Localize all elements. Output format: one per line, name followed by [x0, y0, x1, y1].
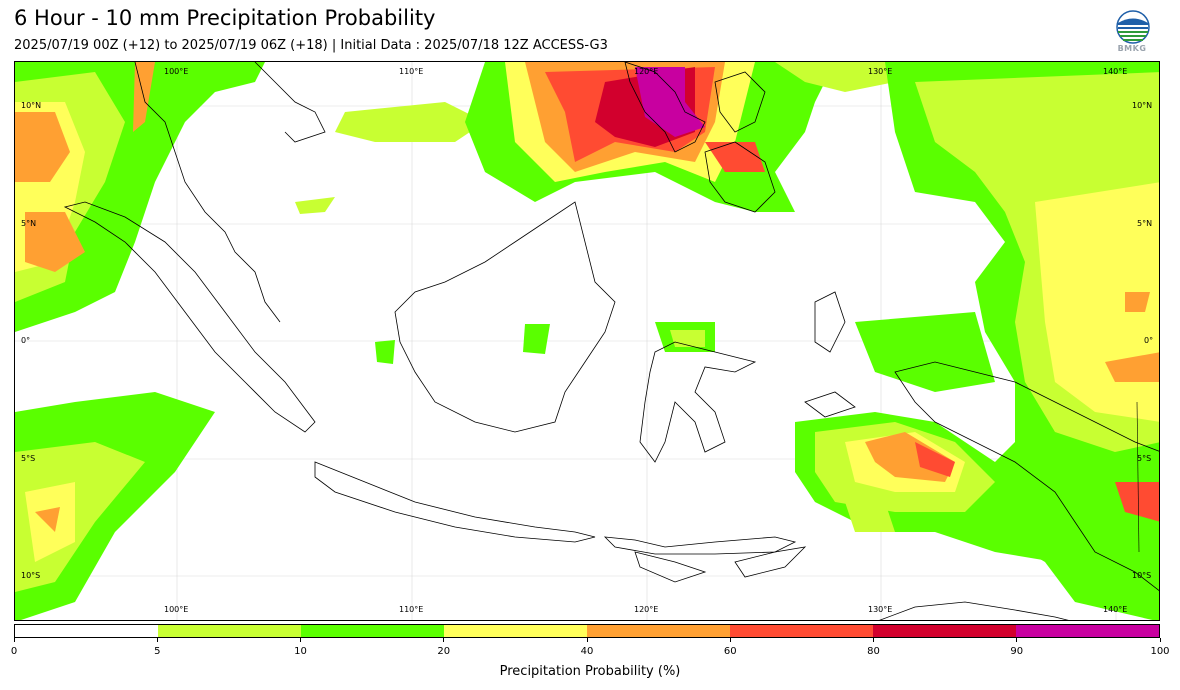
lat-label-left: 10°S: [21, 571, 41, 580]
colorbar-segment: [301, 625, 444, 637]
colorbar-tickmark: [13, 638, 15, 642]
lat-label-right: 5°S: [1137, 454, 1152, 463]
lon-label-bottom: 120°E: [634, 605, 659, 614]
precip-areas: [15, 62, 1159, 620]
lon-label-top: 130°E: [868, 67, 893, 76]
lon-label-top: 140°E: [1103, 67, 1128, 76]
colorbar-tick-label: 5: [154, 646, 161, 657]
map-subtitle: 2025/07/19 00Z (+12) to 2025/07/19 06Z (…: [14, 38, 608, 53]
precip-map: 100°E 110°E 120°E 130°E 140°E 100°E 110°…: [14, 61, 1160, 621]
lon-label-bottom: 140°E: [1103, 605, 1128, 614]
colorbar-tickmark: [1159, 638, 1161, 642]
colorbar-tickmark: [586, 638, 588, 642]
colorbar-tick-label: 40: [580, 646, 594, 657]
lat-label-right: 10°S: [1132, 571, 1152, 580]
colorbar-segment: [1016, 625, 1159, 637]
colorbar-tickmark: [729, 638, 731, 642]
colorbar-tick-label: 20: [437, 646, 451, 657]
map-svg: [15, 62, 1159, 620]
lon-label-top: 100°E: [164, 67, 189, 76]
lat-label-right: 10°N: [1132, 101, 1153, 110]
coastlines: [63, 62, 1159, 620]
colorbar-tick-label: 10: [294, 646, 307, 657]
lon-label-bottom: 130°E: [868, 605, 893, 614]
lat-label-right: 5°N: [1137, 219, 1153, 228]
logo-text: BMKG: [1117, 44, 1147, 53]
colorbar-tickmark: [443, 638, 445, 642]
lon-label-bottom: 100°E: [164, 605, 189, 614]
lat-label-right: 0°: [1144, 336, 1154, 345]
colorbar-segment: [15, 625, 158, 637]
colorbar-segment: [444, 625, 587, 637]
colorbar-tick-label: 0: [10, 646, 18, 657]
colorbar-tickmark: [300, 638, 301, 642]
colorbar-tickmark: [873, 638, 874, 642]
lat-label-left: 10°N: [21, 101, 42, 110]
colorbar-segment: [158, 625, 301, 637]
colorbar-tickmark: [1016, 638, 1018, 642]
colorbar-segment: [587, 625, 730, 637]
bmkg-logo: [1116, 10, 1150, 44]
colorbar-tick-label: 90: [1010, 646, 1024, 657]
lat-label-left: 5°N: [21, 219, 37, 228]
colorbar: [14, 624, 1160, 638]
colorbar-segment: [730, 625, 873, 637]
lat-label-left: 0°: [21, 336, 31, 345]
lon-label-bottom: 110°E: [399, 605, 424, 614]
lon-label-top: 120°E: [634, 67, 659, 76]
colorbar-segment: [873, 625, 1016, 637]
colorbar-tickmark: [156, 638, 158, 642]
colorbar-label: Precipitation Probability (%): [499, 664, 681, 679]
colorbar-tick-label: 100: [1150, 646, 1170, 657]
lon-label-top: 110°E: [399, 67, 424, 76]
lat-label-left: 5°S: [21, 454, 36, 463]
colorbar-tick-label: 60: [723, 646, 737, 657]
map-title: 6 Hour - 10 mm Precipitation Probability: [14, 6, 436, 30]
colorbar-tick-label: 80: [867, 646, 880, 657]
